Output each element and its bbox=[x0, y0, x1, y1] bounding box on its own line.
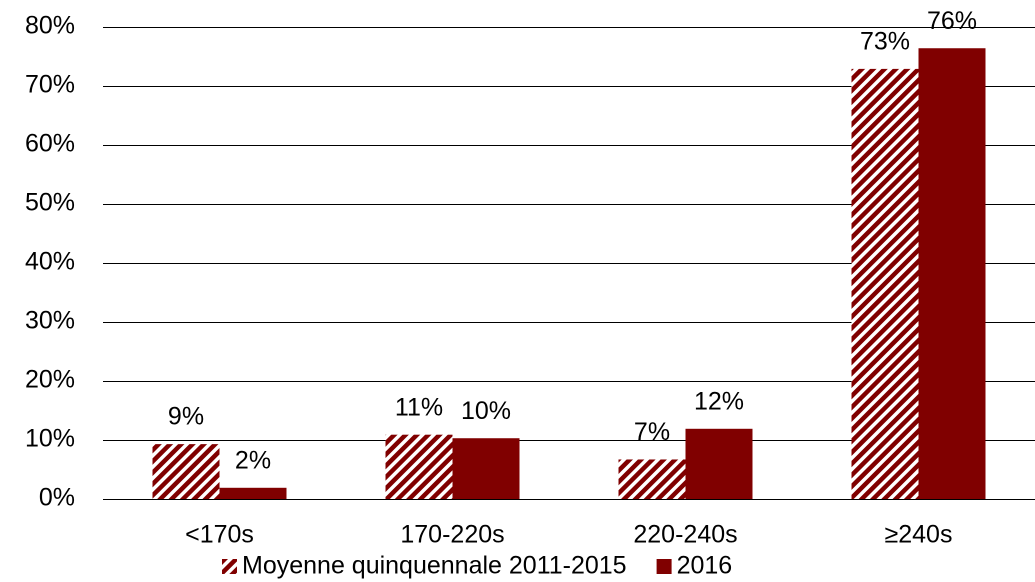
legend-swatch bbox=[656, 559, 672, 574]
value-label: 12% bbox=[694, 387, 744, 415]
y-tick-label: 80% bbox=[25, 12, 75, 40]
legend-swatch bbox=[222, 559, 237, 574]
bar bbox=[152, 444, 220, 499]
value-label: 11% bbox=[395, 393, 443, 421]
legend-label: 2016 bbox=[677, 552, 733, 580]
legend-label: Moyenne quinquennale 2011-2015 bbox=[242, 552, 627, 580]
bar bbox=[618, 459, 686, 499]
y-tick-label: 70% bbox=[25, 71, 75, 99]
y-tick-label: 0% bbox=[39, 484, 75, 512]
bar bbox=[385, 434, 453, 499]
bar bbox=[685, 428, 753, 499]
x-tick-label: 170-220s bbox=[400, 521, 504, 549]
y-tick-label: 10% bbox=[25, 425, 75, 453]
y-tick-label: 60% bbox=[25, 130, 75, 158]
value-label: 73% bbox=[860, 27, 910, 55]
x-tick-label: 220-240s bbox=[633, 521, 737, 549]
y-tick-label: 40% bbox=[25, 248, 75, 276]
y-tick-label: 30% bbox=[25, 307, 75, 335]
value-label: 76% bbox=[927, 7, 977, 35]
value-label: 2% bbox=[235, 446, 271, 474]
y-tick-label: 50% bbox=[25, 189, 75, 217]
x-tick-label: ≥240s bbox=[885, 521, 953, 549]
value-label: 7% bbox=[634, 418, 670, 446]
y-tick-label: 20% bbox=[25, 366, 75, 394]
x-tick-label: <170s bbox=[185, 521, 254, 549]
bar bbox=[918, 48, 986, 500]
value-label: 10% bbox=[461, 397, 511, 425]
bar bbox=[219, 487, 287, 499]
bar bbox=[851, 68, 919, 499]
value-label: 9% bbox=[168, 403, 204, 431]
bar bbox=[452, 438, 520, 499]
